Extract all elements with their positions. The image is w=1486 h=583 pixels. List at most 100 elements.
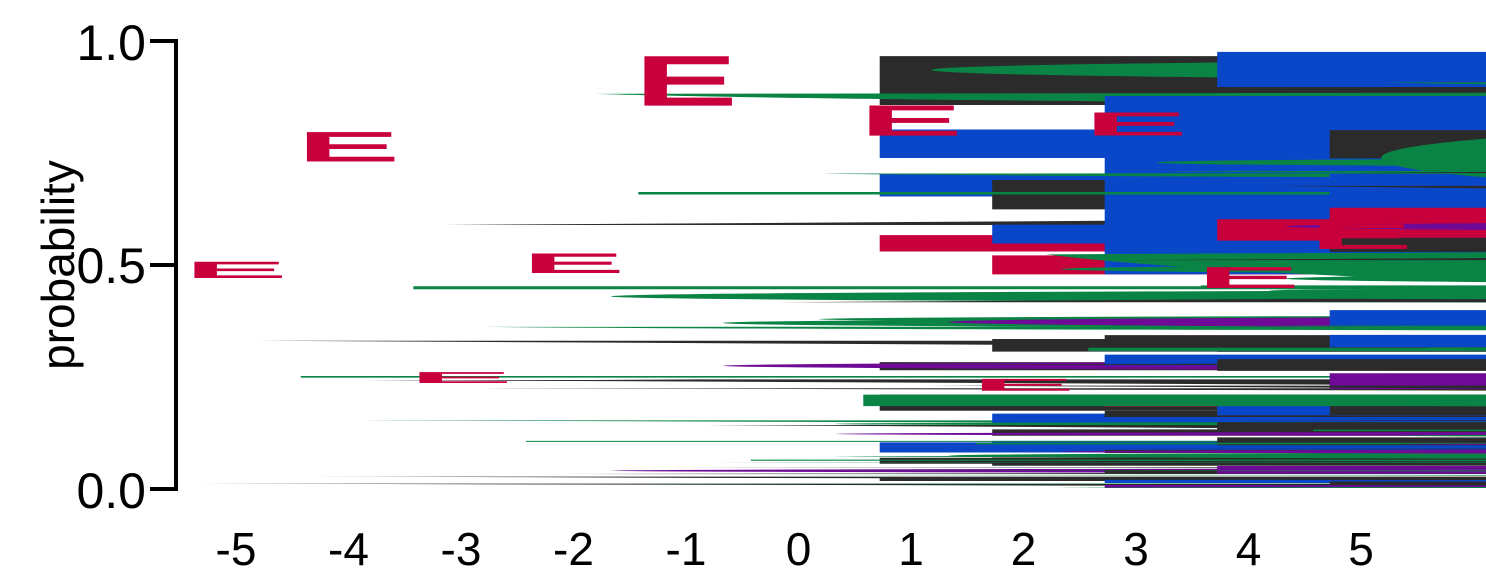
logo-letter-L: L xyxy=(1197,379,1486,399)
logo-letter-G: G xyxy=(1084,218,1486,250)
logo-letter-D: D xyxy=(184,230,1486,256)
logo-letter-N: N xyxy=(409,484,1486,489)
logo-letter-G: G xyxy=(859,265,1486,293)
logo-letter-E: E xyxy=(522,247,626,279)
logo-letter-W: W xyxy=(859,483,1486,489)
logo-letter-A: A xyxy=(972,409,1486,423)
logo-letter-Q: Q xyxy=(409,429,1486,439)
x-tick-label: 0 xyxy=(786,523,812,575)
logo-letter-L: L xyxy=(297,171,1486,219)
logo-letter-R: R xyxy=(972,467,1486,472)
logo-letter-E: E xyxy=(409,369,513,386)
logo-letter-Q: Q xyxy=(1084,382,1486,401)
logo-letter-A: A xyxy=(409,464,1486,469)
logo-letter-T: T xyxy=(1309,343,1486,365)
logo-letter-N: N xyxy=(972,394,1486,408)
logo-letter-K: K xyxy=(184,167,1486,203)
x-tick-label: -5 xyxy=(216,523,257,575)
logo-letter-D: D xyxy=(634,202,1486,234)
logo-letter-D: D xyxy=(297,249,1486,280)
logo-letter-I: I xyxy=(859,311,1486,332)
logo-letter-N: N xyxy=(859,467,1486,476)
logo-letter-D: D xyxy=(1197,452,1486,463)
logo-letter-F: F xyxy=(409,409,1486,419)
logo-letter-F: F xyxy=(184,456,1486,466)
logo-letter-K: K xyxy=(972,460,1486,467)
logo-letters: LRKADEGSVITPYHFQMWSELRDTGPQVIKFHMAWYRIKE… xyxy=(184,39,1486,489)
logo-letter-Q: Q xyxy=(297,356,1486,376)
logo-letter-T: T xyxy=(747,372,1486,488)
logo-letter-N: N xyxy=(1309,424,1486,437)
logo-letter-K: K xyxy=(1084,419,1486,432)
logo-letter-V: V xyxy=(184,336,1486,359)
logo-letter-T: T xyxy=(1197,427,1486,441)
logo-letter-A: A xyxy=(184,203,1486,229)
logo-letter-P: P xyxy=(634,394,1486,420)
logo-letter-R: R xyxy=(1084,433,1486,446)
x-tick-label: 4 xyxy=(1236,523,1262,575)
logo-letter-K: K xyxy=(297,410,1486,427)
logo-letter-T: T xyxy=(972,341,1486,375)
logo-letter-I: I xyxy=(1309,408,1486,424)
logo-letter-V: V xyxy=(297,376,1486,396)
logo-letter-H: H xyxy=(409,479,1486,484)
logo-letter-E: E xyxy=(1309,216,1413,256)
logo-letter-R: R xyxy=(634,167,1486,201)
logo-letter-M: M xyxy=(1084,478,1486,483)
logo-letter-N: N xyxy=(634,368,1486,394)
logo-letter-S: S xyxy=(634,282,1486,305)
logo-letter-R: R xyxy=(522,41,1486,98)
logo-letter-E: E xyxy=(1197,261,1301,295)
logo-letter-L: L xyxy=(972,424,1486,431)
logo-letter-K: K xyxy=(634,331,1486,351)
logo-letter-V: V xyxy=(522,374,1486,399)
x-tick-label: -4 xyxy=(328,523,369,575)
logo-letter-V: V xyxy=(634,420,1486,446)
logo-letter-R: R xyxy=(1197,413,1486,427)
logo-letter-Y: Y xyxy=(1084,467,1486,478)
logo-letter-R: R xyxy=(184,120,1486,166)
logo-letter-C: C xyxy=(1197,483,1486,489)
logo-letter-D: D xyxy=(1309,386,1486,408)
logo-letter-G: G xyxy=(297,311,1486,335)
logo-letter-Q: Q xyxy=(1197,478,1486,484)
logo-letter-L: L xyxy=(634,121,1486,167)
logo-letter-W: W xyxy=(1084,484,1486,489)
logo-letter-S: S xyxy=(522,149,1486,187)
logo-letter-M: M xyxy=(1309,286,1486,316)
y-tick-label: 0.0 xyxy=(76,463,146,519)
logo-letter-S: S xyxy=(1309,41,1486,95)
logo-letter-Q: Q xyxy=(634,446,1486,457)
logo-letter-L: L xyxy=(522,336,1486,355)
logo-letter-F: F xyxy=(634,233,1486,256)
logo-letter-I: I xyxy=(184,360,1486,373)
logo-letter-F: F xyxy=(1084,309,1486,333)
logo-letter-S: S xyxy=(1197,41,1486,108)
logo-letter-N: N xyxy=(1084,333,1486,357)
logo-letter-V: V xyxy=(409,386,1486,396)
logo-letter-H: H xyxy=(522,400,1486,419)
logo-letter-S: S xyxy=(972,297,1486,340)
logo-letter-E: E xyxy=(184,257,288,284)
logo-letter-T: T xyxy=(859,293,1486,311)
logo-letter-D: D xyxy=(1084,250,1486,279)
logo-letter-W: W xyxy=(184,482,1486,489)
logo-letter-W: W xyxy=(1309,484,1486,489)
logo-letter-Q: Q xyxy=(522,308,1486,337)
logo-letter-Y: Y xyxy=(409,474,1486,479)
logo-letter-F: F xyxy=(522,435,1486,448)
x-tick-label: 1 xyxy=(898,523,924,575)
logo-letter-L: L xyxy=(184,41,1486,120)
logo-letter-H: H xyxy=(184,439,1486,456)
logo-letter-D: D xyxy=(409,396,1486,408)
logo-letter-P: P xyxy=(1197,108,1486,175)
logo-letter-T: T xyxy=(1084,280,1486,309)
logo-letter-Y: Y xyxy=(634,469,1486,478)
logo-letter-A: A xyxy=(1309,95,1486,138)
logo-letter-A: A xyxy=(297,468,1486,475)
logo-letter-H: H xyxy=(1084,446,1486,457)
logo-letter-E: E xyxy=(1084,105,1188,142)
logo-letter-Y: Y xyxy=(859,403,1486,415)
logo-letter-G: G xyxy=(184,283,1486,309)
logo-letter-E: E xyxy=(634,41,738,121)
